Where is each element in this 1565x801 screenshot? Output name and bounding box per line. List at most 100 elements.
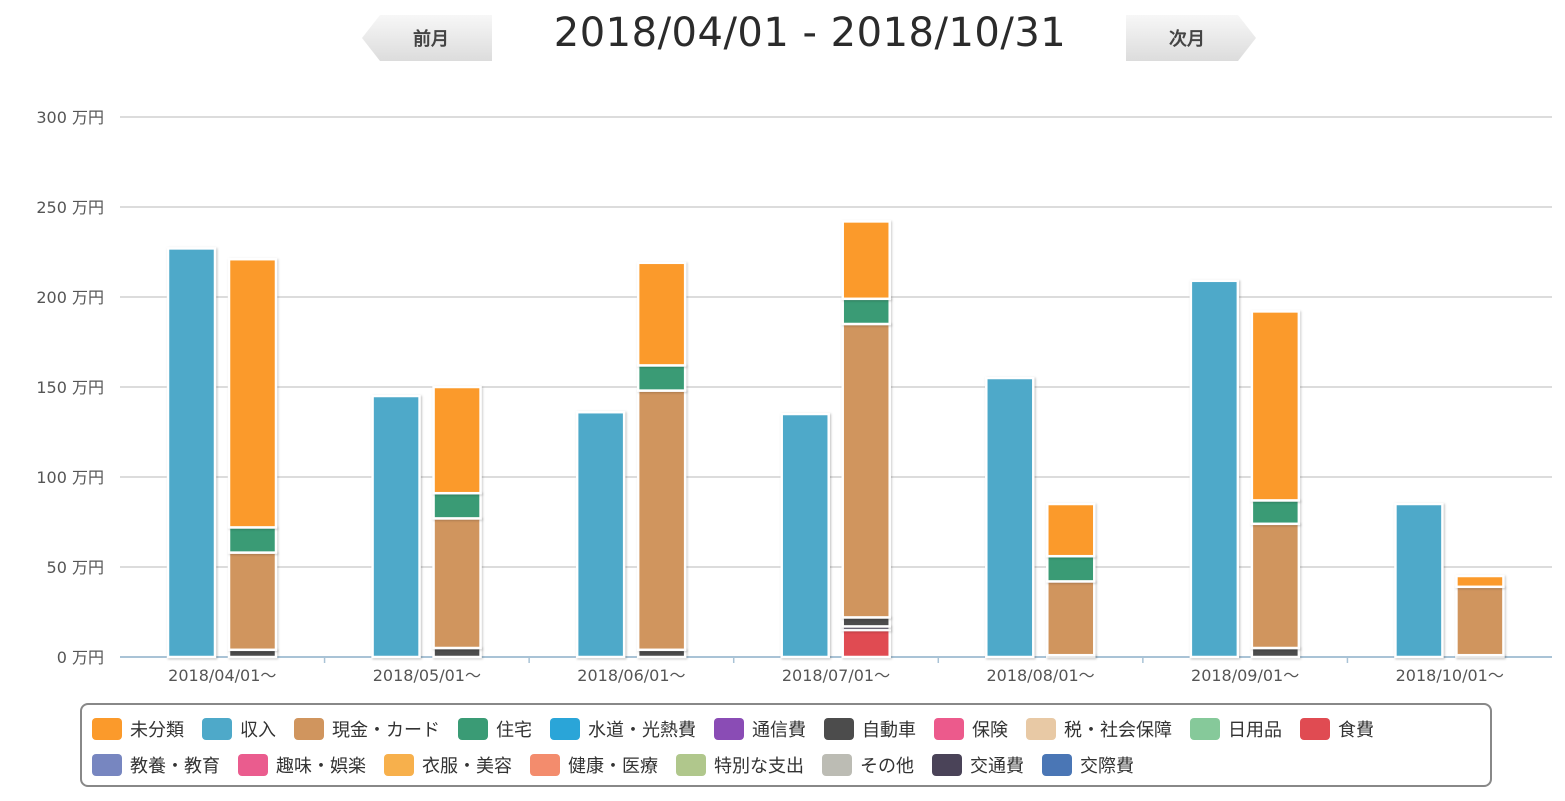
income-bar[interactable] [166,247,217,659]
legend-item[interactable]: 日用品 [1190,716,1282,742]
expense-segment[interactable] [1250,499,1301,526]
legend-swatch [530,754,560,776]
legend-label: 食費 [1338,720,1374,741]
expense-segment[interactable] [1046,580,1096,657]
y-tick-label: 0 万円 [57,648,104,667]
y-tick-label: 200 万円 [36,288,104,307]
income-bar[interactable] [1189,279,1240,659]
expense-segment[interactable] [227,526,278,554]
legend-swatch [1042,754,1072,776]
prev-month-button[interactable]: 前月 [362,15,492,61]
legend-label: 教養・教育 [130,756,220,777]
legend-item[interactable]: 教養・教育 [92,752,220,778]
expense-segment[interactable] [1046,554,1096,583]
income-bar[interactable] [780,412,830,659]
expense-segment[interactable] [841,322,891,619]
legend-swatch [92,718,122,740]
x-tick-label: 2018/05/01～ [373,666,481,685]
expense-segment[interactable] [432,646,482,659]
chart-legend: 未分類 収入 現金・カード 住宅 水道・光熱費 通信費 自動車 保険 税・社会保障 日用品 食費教養… [80,703,1492,787]
legend-item[interactable]: その他 [822,752,914,778]
legend-label: 現金・カード [332,720,440,741]
legend-row: 未分類 収入 現金・カード 住宅 水道・光熱費 通信費 自動車 保険 税・社会保障 日用品 食費 [92,711,1480,747]
expense-segment[interactable] [1250,310,1301,502]
expense-segment[interactable] [227,257,278,529]
legend-item[interactable]: 住宅 [458,716,532,742]
x-tick-label: 2018/09/01～ [1191,666,1299,685]
header: 前月 2018/04/01 - 2018/10/31 次月 [0,0,1565,80]
legend-label: その他 [860,756,914,777]
legend-label: 保険 [972,720,1008,741]
legend-item[interactable]: 交通費 [932,752,1024,778]
expense-segment[interactable] [432,491,482,520]
legend-item[interactable]: 交際費 [1042,752,1134,778]
legend-item[interactable]: 自動車 [824,716,916,742]
y-tick-label: 300 万円 [36,108,104,127]
legend-item[interactable]: 未分類 [92,716,184,742]
legend-swatch [932,754,962,776]
legend-item[interactable]: 特別な支出 [676,752,804,778]
expense-segment[interactable] [432,385,482,495]
expense-segment[interactable] [841,220,891,301]
income-bar[interactable] [371,394,421,659]
legend-swatch [714,718,744,740]
y-tick-label: 50 万円 [47,558,104,577]
legend-item[interactable]: 水道・光熱費 [550,716,696,742]
next-month-button[interactable]: 次月 [1126,15,1256,61]
legend-item[interactable]: 保険 [934,716,1008,742]
legend-label: 趣味・娯楽 [276,756,366,777]
legend-item[interactable]: 通信費 [714,716,806,742]
legend-swatch [92,754,122,776]
legend-label: 通信費 [752,720,806,741]
legend-item[interactable]: 衣服・美容 [384,752,512,778]
legend-item[interactable]: 食費 [1300,716,1374,742]
y-tick-label: 250 万円 [36,198,104,217]
legend-label: 交通費 [970,756,1024,777]
y-tick-label: 100 万円 [36,468,104,487]
legend-item[interactable]: 現金・カード [294,716,440,742]
legend-item[interactable]: 趣味・娯楽 [238,752,366,778]
x-tick-label: 2018/04/01～ [168,666,276,685]
income-bar[interactable] [1394,502,1444,659]
income-bar[interactable] [985,376,1035,659]
legend-label: 健康・医療 [568,756,658,777]
y-tick-label: 150 万円 [36,378,104,397]
legend-label: 日用品 [1228,720,1282,741]
expense-segment[interactable] [1455,585,1505,657]
expense-segment[interactable] [636,389,687,652]
legend-label: 自動車 [862,720,916,741]
legend-row: 教養・教育 趣味・娯楽 衣服・美容 健康・医療 特別な支出 その他 交通費 交際費 [92,747,1480,783]
legend-swatch [934,718,964,740]
legend-swatch [1300,718,1330,740]
legend-swatch [550,718,580,740]
expense-segment[interactable] [841,297,891,326]
expense-segment[interactable] [1250,646,1301,659]
legend-swatch [822,754,852,776]
legend-swatch [458,718,488,740]
x-tick-label: 2018/08/01～ [986,666,1094,685]
legend-swatch [384,754,414,776]
x-tick-label: 2018/07/01～ [782,666,890,685]
expense-segment[interactable] [841,628,891,659]
expense-segment[interactable] [636,364,687,392]
expense-segment[interactable] [432,517,482,650]
expense-segment[interactable] [841,616,891,628]
expense-segment[interactable] [1046,502,1096,558]
legend-label: 交際費 [1080,756,1134,777]
period-title: 2018/04/01 - 2018/10/31 [553,10,1067,56]
legend-label: 未分類 [130,720,184,741]
legend-swatch [294,718,324,740]
legend-item[interactable]: 税・社会保障 [1026,716,1172,742]
expense-segment[interactable] [1250,522,1301,650]
legend-label: 収入 [240,720,276,741]
legend-label: 水道・光熱費 [588,720,696,741]
expense-segment[interactable] [1455,574,1505,589]
x-tick-label: 2018/10/01～ [1396,666,1504,685]
legend-swatch [1026,718,1056,740]
expense-segment[interactable] [227,551,278,652]
legend-label: 特別な支出 [714,756,804,777]
income-bar[interactable] [575,410,626,659]
legend-item[interactable]: 収入 [202,716,276,742]
expense-segment[interactable] [636,261,687,367]
legend-item[interactable]: 健康・医療 [530,752,658,778]
